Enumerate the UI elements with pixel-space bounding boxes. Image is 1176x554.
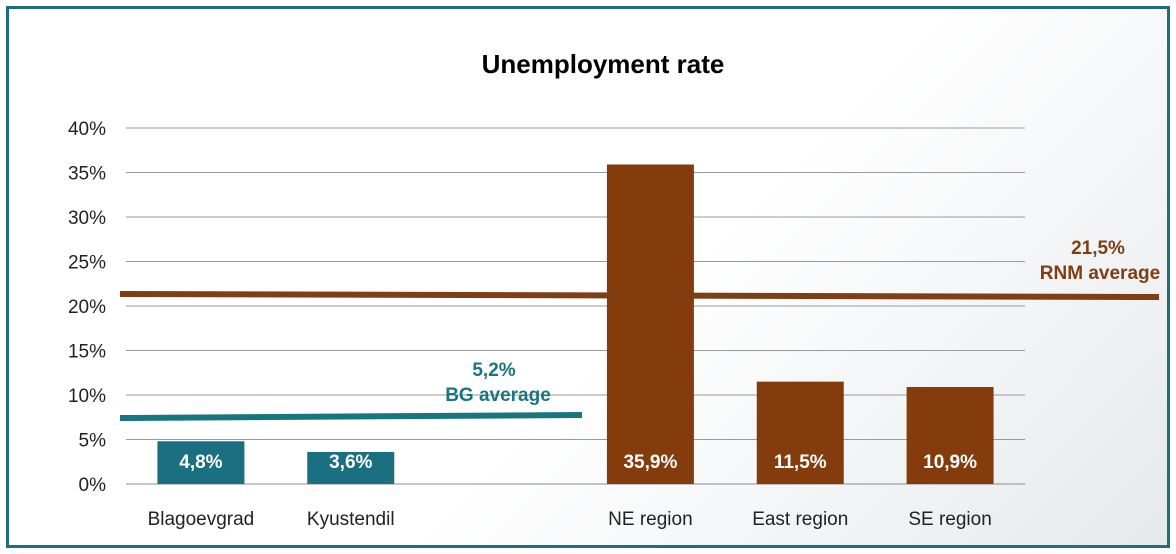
y-tick-label: 30% xyxy=(68,208,106,229)
bar xyxy=(756,381,844,484)
y-tick-label: 35% xyxy=(68,164,106,185)
y-axis: 0% 5% 10% 15% 20% 25% 30% 35% 40% xyxy=(68,119,106,496)
category-label: SE region xyxy=(908,509,991,530)
y-tick-label: 10% xyxy=(68,386,106,407)
bar xyxy=(906,386,994,484)
bar-data-label: 11,5% xyxy=(774,452,827,473)
gridlines xyxy=(126,127,1025,485)
chart-title: Unemployment rate xyxy=(482,49,725,79)
y-tick-label: 5% xyxy=(79,431,107,452)
rnm-average-value-label: 21,5% xyxy=(1071,238,1125,259)
rnm-average-label: RNM average xyxy=(1040,263,1160,284)
y-tick-label: 25% xyxy=(68,253,106,274)
x-axis: Blagoevgrad Kyustendil NE region East regio… xyxy=(148,509,992,530)
bars xyxy=(157,164,994,485)
bg-average-line xyxy=(119,412,583,421)
bar-data-label: 4,8% xyxy=(179,452,222,473)
bar-data-label: 35,9% xyxy=(623,452,677,473)
bar-data-label: 3,6% xyxy=(329,452,372,473)
bar xyxy=(307,451,395,484)
bar xyxy=(157,441,245,484)
y-tick-label: 0% xyxy=(79,475,107,496)
chart-frame: Unemployment rate 0% 5% 10% 15% 20% 25% 30% 35%… xyxy=(6,6,1170,548)
bar-data-label: 10,9% xyxy=(923,452,977,473)
unemployment-chart: Unemployment rate 0% 5% 10% 15% 20% 25% 30% 35%… xyxy=(68,49,1160,530)
bg-average-value-label: 5,2% xyxy=(472,360,515,381)
y-tick-label: 20% xyxy=(68,297,106,318)
y-tick-label: 40% xyxy=(68,119,106,140)
category-label: Blagoevgrad xyxy=(148,509,255,530)
category-label: NE region xyxy=(608,509,693,530)
reference-lines: 5,2% BG average 21,5% RNM average xyxy=(119,238,1160,421)
rnm-average-line xyxy=(119,291,1160,300)
category-label: East region xyxy=(752,509,848,530)
bar-data-labels: 4,8% 3,6% 35,9% 11,5% 10,9% xyxy=(179,452,977,473)
bg-average-label: BG average xyxy=(445,385,551,406)
y-tick-label: 15% xyxy=(68,342,106,363)
category-label: Kyustendil xyxy=(307,509,395,530)
bar xyxy=(606,164,694,485)
